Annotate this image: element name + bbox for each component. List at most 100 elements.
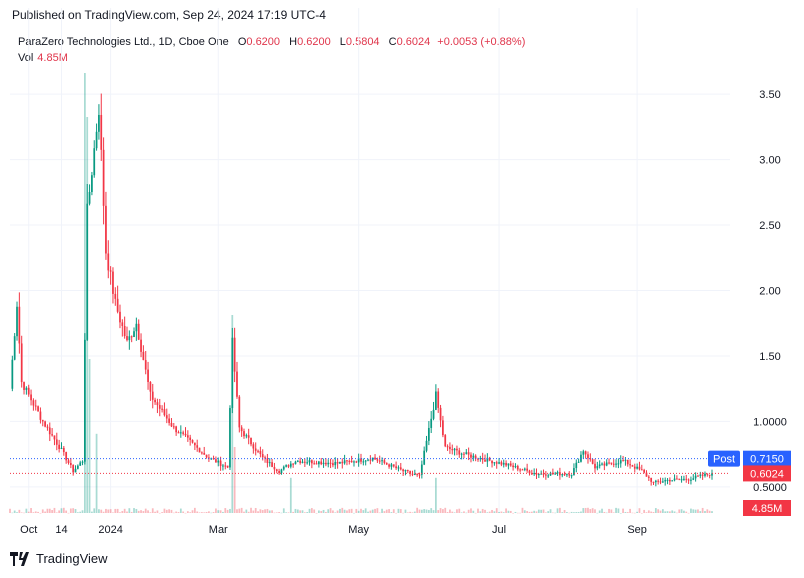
candle-body [369,459,372,461]
candle-body [201,452,203,454]
volume-bar [318,510,320,513]
volume-bar [451,511,454,513]
candle-body [30,394,32,401]
volume-bar [399,509,402,513]
volume-bar [453,512,456,513]
volume-bar [514,511,517,513]
candle-body [243,431,245,437]
candle-body [254,448,257,451]
symbol-name: ParaZero Technologies Ltd., 1D, Cboe One [18,36,229,48]
candle-body [84,339,86,462]
candle-body [397,467,400,469]
candle-body [659,481,662,483]
volume-bar [116,508,119,513]
volume-bar [381,508,383,513]
volume-bar [23,512,25,514]
candle-body [285,465,287,467]
volume-bar [629,508,631,513]
candle-body [631,465,634,467]
candle-body [449,446,451,450]
candle-body [137,323,140,340]
volume-bar [692,509,695,513]
last-price-value: 0.6024 [750,468,784,480]
candle-body [390,464,393,467]
volume-bar [16,512,18,513]
candle-body [507,463,510,466]
candle-body [163,409,166,416]
candle-body [563,474,566,476]
tradingview-footer[interactable]: TradingView [10,551,108,566]
volume-bar [245,509,248,513]
candle-body [217,460,220,463]
candle-body [320,461,323,465]
low-value: 0.5804 [345,36,380,48]
y-tick-label: 1.0000 [753,416,787,428]
post-value: 0.7150 [750,454,784,466]
y-tick-label: 2.50 [759,220,780,232]
volume-bar [273,512,276,514]
volume-bar [491,509,493,513]
volume-bar [697,509,699,513]
volume-bar [549,509,552,513]
volume-bar [666,511,669,513]
candle-body [126,336,128,341]
candle-body [299,460,302,463]
candle-body [577,461,580,463]
candle-body [657,480,660,482]
candle-body [322,462,325,465]
candle-body [98,114,100,132]
candle-body [404,469,407,472]
candle-body [275,469,278,471]
volume-bar [626,512,629,513]
volume-bar [233,447,236,513]
candle-body [460,453,463,455]
volume-bar [114,508,117,513]
volume-bar [41,509,44,513]
candle-body [233,337,236,372]
volume-bar [678,509,681,513]
volume-bar [229,508,231,513]
candle-body [355,461,358,463]
volume-bar [240,507,243,513]
candle-body [629,464,631,466]
candle-body [594,463,596,469]
volume-bar [193,507,196,513]
candle-body [341,461,344,464]
volume-bar [102,511,105,513]
volume-bar [306,512,309,513]
volume-bar [479,511,482,513]
candle-body [315,463,318,465]
candle-body [334,461,337,466]
candle-body [215,459,217,463]
volume-bar [212,512,215,513]
candle-body [692,478,695,480]
candle-body [537,474,540,476]
volume-bar [48,508,51,513]
volume-bar [650,511,653,513]
candle-body [477,458,479,460]
volume-bar [566,512,568,513]
volume-bar [210,512,213,514]
volume-bar [135,508,138,513]
volume-bar [423,509,426,513]
volume-bar [427,509,430,513]
candle-body [34,405,37,407]
candle-body [306,462,309,464]
volume-bar [325,511,327,513]
candle-body [222,465,224,467]
volume-bar [383,511,386,513]
volume-bar [601,508,603,513]
candle-body [231,337,234,409]
tradingview-logo-icon [10,551,29,566]
y-tick-label: 1.50 [759,351,780,363]
volume-bar [458,508,461,513]
volume-bar [526,511,529,513]
volume-bar [39,512,42,514]
price-axis: 3.50 3.00 2.50 2.00 1.50 1.0000 0.5000 [753,89,787,494]
candle-body [81,461,84,463]
candle-body [339,461,341,464]
volume-bar [537,509,540,513]
volume-bar [172,512,175,514]
candle-body [301,461,304,463]
